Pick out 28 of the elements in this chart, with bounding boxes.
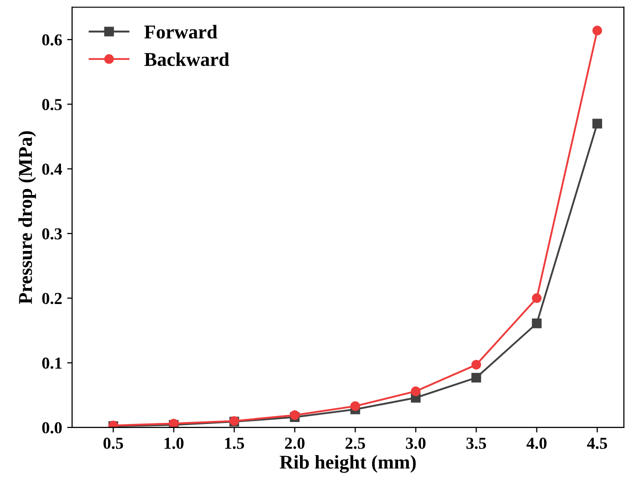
point bbox=[532, 293, 542, 304]
legend-label: Backward bbox=[144, 52, 230, 66]
y-tick-label: 0.3 bbox=[42, 228, 62, 240]
point bbox=[471, 360, 482, 370]
point bbox=[532, 318, 542, 328]
x-tick-label: 4.5 bbox=[587, 438, 608, 449]
y-tick-label: 0.0 bbox=[42, 422, 62, 434]
x-axis-title: Rib height (mm) bbox=[280, 455, 416, 473]
y-tick-label: 0.1 bbox=[42, 358, 62, 369]
x-tick-label: 2.0 bbox=[285, 438, 305, 449]
x-tick-label: 1.5 bbox=[225, 438, 244, 449]
y-tick-label: 0.2 bbox=[42, 292, 62, 304]
x-tick-label: 3.0 bbox=[406, 438, 426, 449]
legend-label: Forward bbox=[144, 24, 218, 39]
y-tick-label: 0.4 bbox=[42, 164, 62, 175]
point bbox=[410, 386, 421, 396]
x-tick-label: 0.5 bbox=[103, 438, 124, 449]
x-tick-label: 2.5 bbox=[346, 438, 366, 449]
y-tick-label: 0.5 bbox=[42, 98, 62, 110]
point bbox=[471, 372, 482, 383]
y-axis-title: Pressure drop (MPa) bbox=[18, 131, 36, 304]
x-tick-label: 3.5 bbox=[466, 438, 486, 449]
point bbox=[350, 401, 360, 411]
y-tick-label: 0.6 bbox=[42, 34, 62, 46]
point bbox=[592, 26, 602, 36]
point bbox=[592, 118, 602, 128]
x-tick-label: 4.0 bbox=[526, 438, 547, 449]
x-tick-label: 1.0 bbox=[164, 438, 184, 449]
